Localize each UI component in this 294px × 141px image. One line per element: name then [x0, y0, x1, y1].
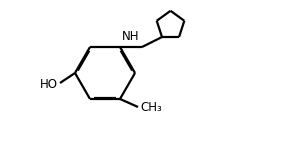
Text: NH: NH — [122, 30, 140, 43]
Text: CH₃: CH₃ — [140, 102, 162, 114]
Text: HO: HO — [40, 78, 58, 91]
